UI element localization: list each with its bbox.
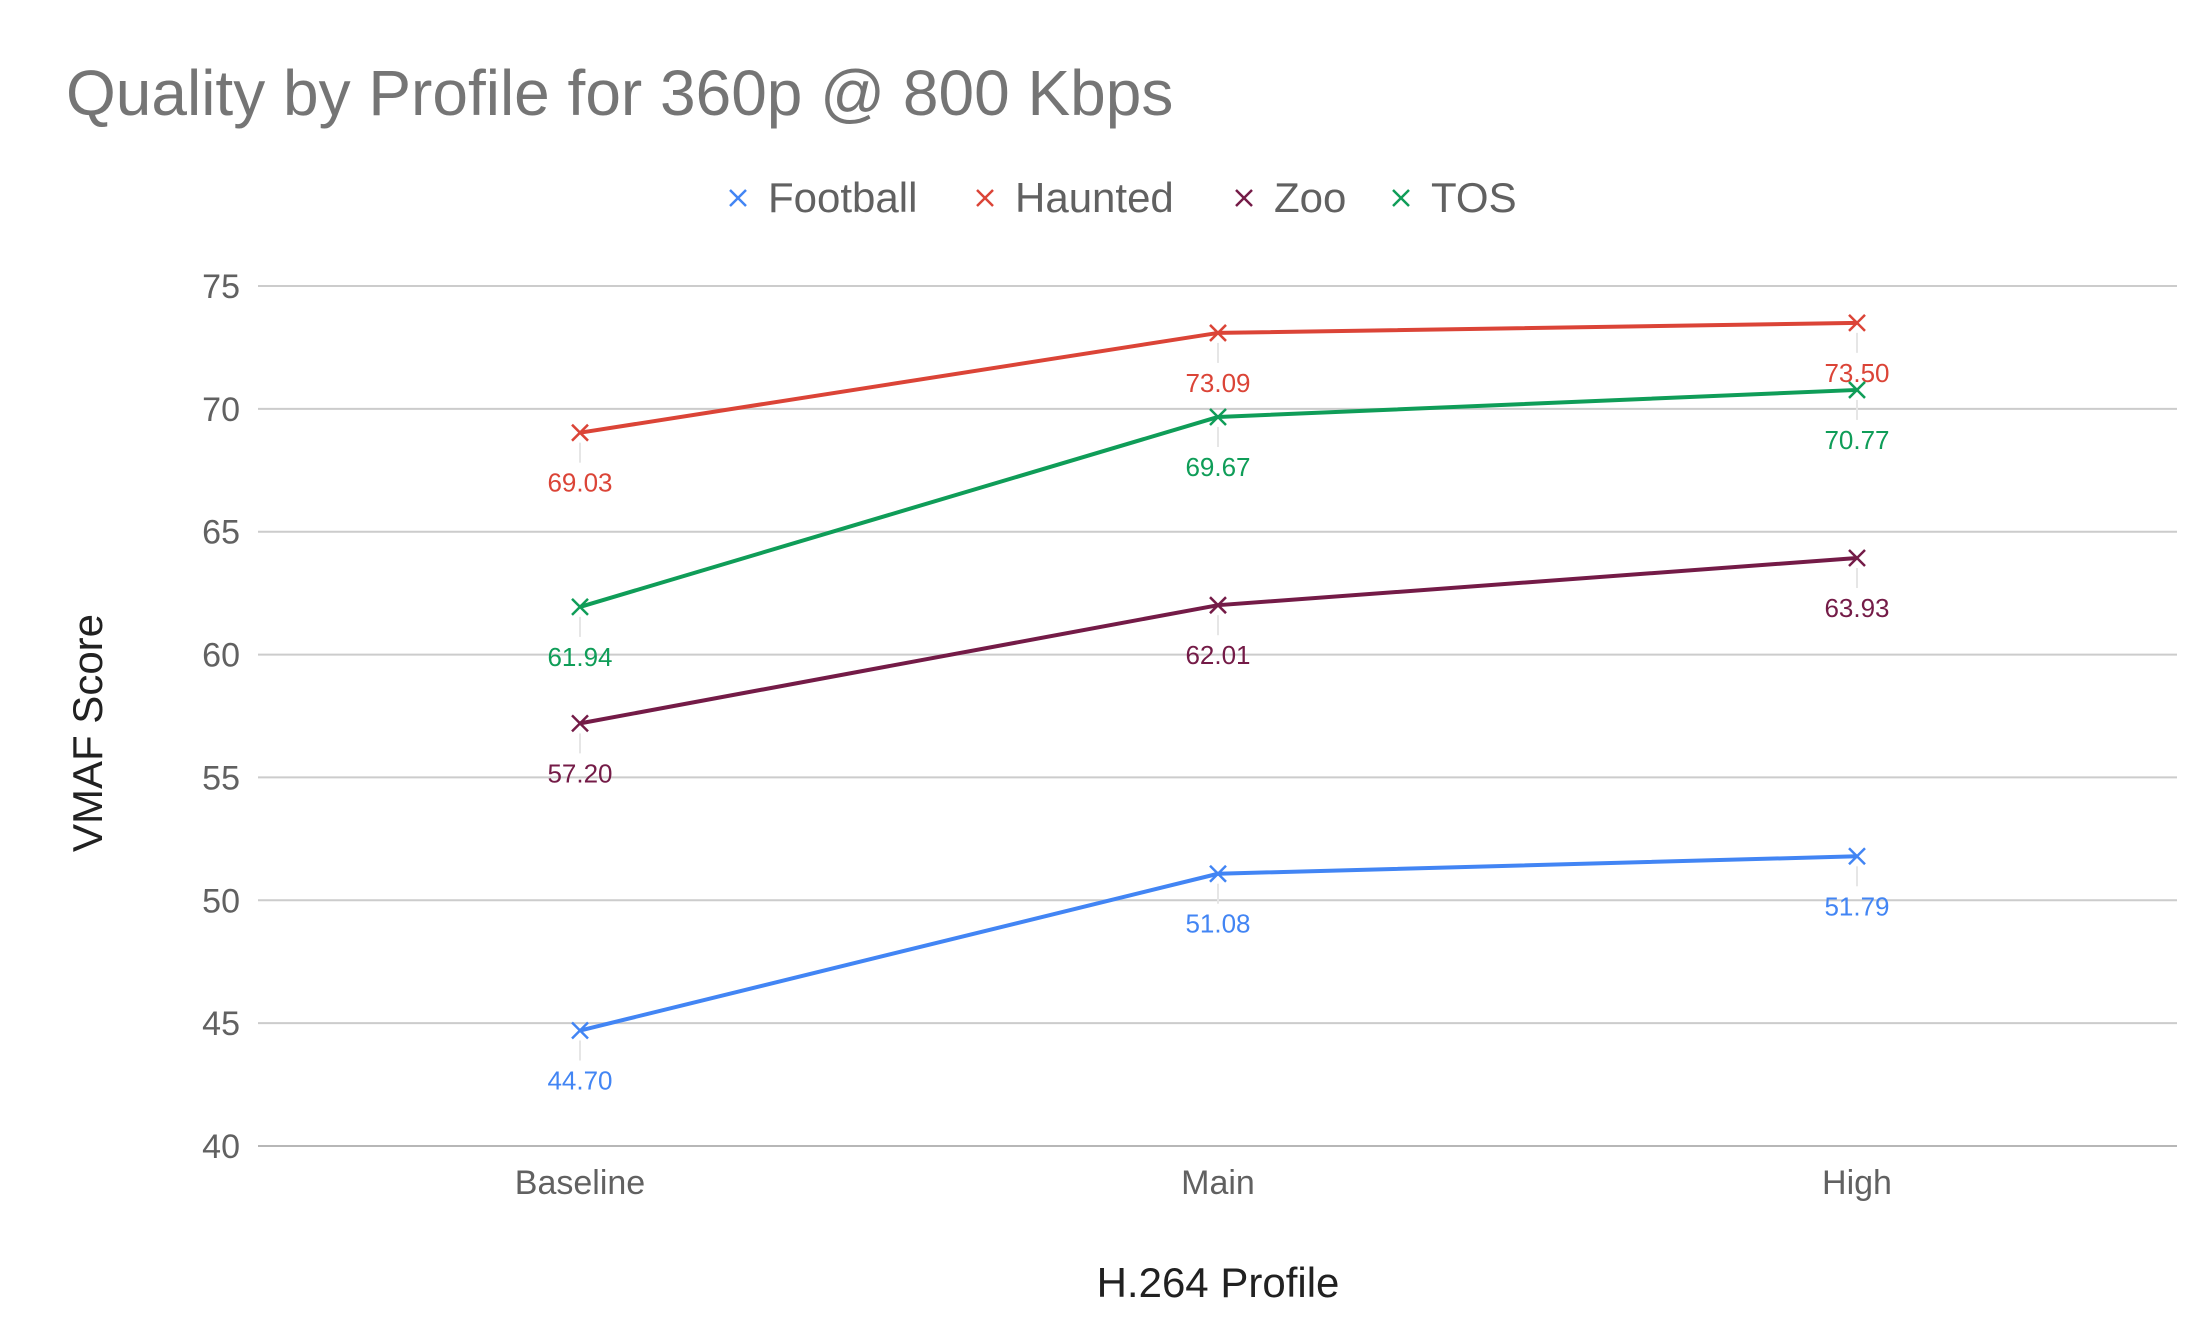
y-tick-label: 70: [202, 391, 240, 429]
legend: Football Haunted Zoo TOS: [729, 174, 1517, 221]
data-label-tos: 70.77: [1824, 425, 1889, 455]
series-line-football: [579, 854, 1858, 1033]
x-tick-label: Main: [1181, 1164, 1255, 1202]
data-point-zoo: [1209, 596, 1227, 615]
legend-label-football: Football: [768, 174, 917, 221]
data-point-tos: [1848, 381, 1866, 399]
legend-item-zoo: Zoo: [1235, 174, 1346, 221]
data-point-football: [1848, 847, 1866, 866]
y-tick-label: 60: [202, 637, 240, 675]
y-tick-label: 75: [202, 268, 240, 306]
label-leaders: [579, 332, 1858, 1061]
y-tick-label: 45: [202, 1005, 240, 1043]
data-point-haunted: [571, 423, 589, 442]
data-point-haunted: [1848, 313, 1866, 332]
data-label-haunted: 73.09: [1185, 368, 1250, 398]
x-tick-label: Baseline: [515, 1164, 645, 1202]
series-line-tos: [579, 387, 1858, 609]
series-tos: 61.94 69.67 70.77: [547, 381, 1890, 672]
data-label-tos: 69.67: [1185, 452, 1250, 482]
data-point-football: [1209, 864, 1227, 883]
legend-marker-zoo: [1235, 189, 1253, 207]
series-football: 44.70 51.08 51.79: [547, 847, 1890, 1096]
series-zoo: 57.20 62.01 63.93: [547, 549, 1890, 788]
legend-item-football: Football: [729, 174, 917, 221]
data-point-zoo: [1848, 549, 1866, 567]
legend-item-tos: TOS: [1392, 174, 1517, 221]
data-label-football: 44.70: [547, 1066, 612, 1096]
y-axis-title: VMAF Score: [64, 614, 111, 852]
x-axis-ticks: Baseline Main High: [515, 1164, 1892, 1202]
data-label-tos: 61.94: [547, 642, 612, 672]
y-axis-ticks: 40 45 50 55 60 65 70 75: [202, 268, 240, 1166]
x-tick-label: High: [1822, 1164, 1892, 1202]
data-label-zoo: 57.20: [547, 758, 612, 788]
legend-marker-haunted: [976, 189, 994, 207]
data-point-zoo: [571, 714, 589, 733]
data-label-football: 51.79: [1824, 891, 1889, 921]
gridlines: [258, 285, 2177, 1147]
data-label-football: 51.08: [1185, 909, 1250, 939]
data-label-haunted: 69.03: [547, 468, 612, 498]
data-label-zoo: 63.93: [1824, 593, 1889, 623]
x-axis-title: H.264 Profile: [1097, 1259, 1340, 1306]
data-point-tos: [571, 598, 589, 616]
y-tick-label: 65: [202, 514, 240, 552]
legend-item-haunted: Haunted: [976, 174, 1174, 221]
legend-label-tos: TOS: [1431, 174, 1517, 221]
y-tick-label: 50: [202, 882, 240, 920]
data-label-zoo: 62.01: [1185, 640, 1250, 670]
data-point-football: [571, 1021, 589, 1040]
legend-marker-football: [729, 189, 747, 207]
series-layer: 44.70 51.08 51.79 69.03 73.09 73.50 57.20 62.01…: [547, 313, 1890, 1096]
data-point-haunted: [1209, 324, 1227, 342]
chart-title: Quality by Profile for 360p @ 800 Kbps: [66, 57, 1173, 129]
series-haunted: 69.03 73.09 73.50: [547, 313, 1890, 498]
data-point-tos: [1209, 408, 1227, 426]
y-tick-label: 55: [202, 759, 240, 797]
y-tick-label: 40: [202, 1128, 240, 1166]
data-label-haunted: 73.50: [1824, 358, 1889, 388]
legend-label-zoo: Zoo: [1274, 174, 1346, 221]
legend-marker-tos: [1392, 189, 1410, 207]
legend-label-haunted: Haunted: [1015, 174, 1174, 221]
